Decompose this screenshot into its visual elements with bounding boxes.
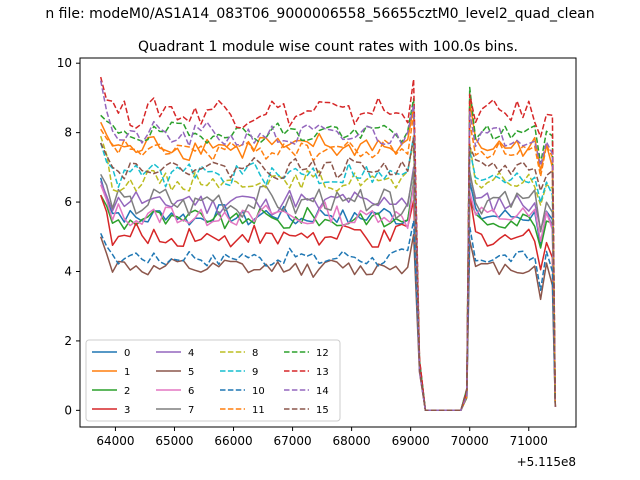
series-line-13: [99, 76, 557, 412]
x-tick-label: 67000: [273, 434, 311, 448]
y-tick-label: 4: [64, 264, 72, 278]
legend-label-6: 6: [188, 386, 194, 397]
x-tick-label: 64000: [96, 434, 134, 448]
series-line-3: [99, 194, 557, 412]
legend-label-0: 0: [124, 348, 130, 359]
x-axis: 64000 65000 66000 67000 68000 69000 70000 71000: [96, 427, 548, 448]
series-line-8: [99, 135, 557, 412]
legend-box: [85, 339, 341, 422]
series-line-5: [99, 233, 557, 412]
legend-label-8: 8: [252, 348, 258, 359]
legend-label-7: 7: [188, 405, 194, 416]
legend-label-12: 12: [316, 348, 329, 359]
series-line-4: [100, 166, 557, 412]
series-line-6: [100, 183, 557, 412]
y-tick-label: 6: [64, 195, 72, 209]
y-tick-label: 10: [57, 56, 72, 70]
x-tick-label: 66000: [214, 434, 252, 448]
series-layer: [99, 76, 557, 412]
y-tick-label: 2: [64, 334, 72, 348]
series-line-14: [99, 80, 557, 412]
series-line-15: [100, 136, 557, 412]
legend-label-3: 3: [124, 405, 130, 416]
x-offset-label: +5.115e8: [517, 455, 576, 469]
series-line-9: [99, 135, 557, 412]
chart-title: Quadrant 1 module wise count rates with …: [138, 39, 518, 55]
legend-label-9: 9: [252, 367, 258, 378]
series-line-10: [100, 220, 557, 412]
figure-suptitle: n file: modeM0/AS1A14_083T06_9000006558_…: [45, 6, 594, 22]
legend-label-13: 13: [316, 367, 329, 378]
y-axis: 0 2 4 6 8 10: [57, 56, 80, 417]
x-tick-label: 70000: [451, 434, 489, 448]
series-line-7: [100, 170, 557, 412]
x-tick-label: 68000: [333, 434, 371, 448]
legend-label-1: 1: [124, 367, 130, 378]
legend-label-4: 4: [188, 348, 194, 359]
y-tick-label: 8: [64, 126, 72, 140]
x-tick-label: 69000: [392, 434, 430, 448]
y-tick-label: 0: [64, 403, 72, 417]
plot-frame: [79, 57, 577, 428]
legend-label-14: 14: [316, 386, 329, 397]
legend-label-10: 10: [252, 386, 265, 397]
series-line-11: [100, 113, 557, 412]
x-tick-label: 71000: [510, 434, 548, 448]
legend-label-2: 2: [124, 386, 130, 397]
legend-label-11: 11: [252, 405, 265, 416]
x-tick-label: 65000: [155, 434, 193, 448]
legend-label-15: 15: [316, 405, 329, 416]
legend-label-5: 5: [188, 367, 194, 378]
series-line-12: [100, 86, 557, 412]
